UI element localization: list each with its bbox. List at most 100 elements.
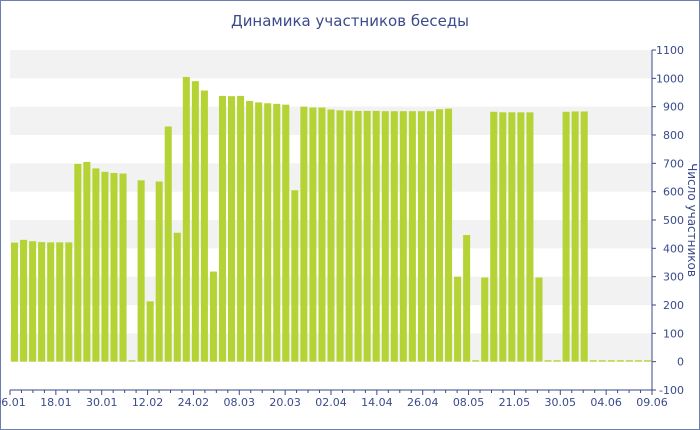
x-tick-label: 09.06 (636, 396, 668, 409)
bar (327, 109, 335, 362)
bar (454, 276, 462, 362)
x-tick-label: 24.02 (178, 396, 210, 409)
y-tick-label: 600 (663, 186, 684, 199)
bar (38, 242, 46, 362)
x-tick-label: 04.06 (590, 396, 622, 409)
bar (426, 111, 434, 362)
x-tick-label: 21.05 (499, 396, 531, 409)
x-tick-label: 30.01 (86, 396, 118, 409)
bar (399, 111, 407, 362)
y-tick-label: 1100 (656, 44, 684, 57)
x-tick-label: 20.03 (269, 396, 301, 409)
bar (417, 111, 425, 362)
bar (381, 111, 389, 362)
bar (20, 239, 28, 362)
bar (264, 103, 272, 362)
bar (237, 95, 245, 362)
bar (481, 277, 489, 362)
bar (146, 301, 154, 362)
bar (390, 111, 398, 362)
y-tick-label: -100 (659, 384, 684, 397)
bar (209, 271, 217, 362)
bar (616, 360, 624, 362)
bar (191, 81, 199, 362)
bar (634, 360, 642, 362)
bar (300, 106, 308, 362)
bar (110, 172, 118, 362)
bar (535, 277, 543, 362)
bar (83, 161, 91, 362)
bar (137, 180, 145, 362)
bar (408, 111, 416, 362)
x-tick-label: 26.04 (407, 396, 439, 409)
bar (571, 111, 579, 362)
bar (318, 107, 326, 362)
x-tick-label: 06.01 (0, 396, 26, 409)
bar (580, 111, 588, 362)
y-tick-label: 900 (663, 101, 684, 114)
bar (589, 360, 597, 362)
bar (128, 360, 136, 362)
grid-band (10, 50, 652, 79)
bar (463, 235, 471, 362)
x-tick-label: 08.05 (453, 396, 485, 409)
bar (173, 232, 181, 362)
bar (363, 110, 371, 362)
x-tick-label: 18.01 (40, 396, 72, 409)
bar (336, 110, 344, 362)
bar (200, 90, 208, 362)
bar (598, 360, 606, 362)
bar (445, 108, 453, 362)
chart-title: Динамика участников беседы (230, 12, 470, 30)
y-tick-label: 700 (663, 157, 684, 170)
bar (435, 109, 444, 362)
y-tick-label: 100 (663, 327, 684, 340)
bar (625, 360, 633, 362)
bar (372, 110, 380, 362)
y-tick-label: 400 (663, 242, 684, 255)
bar (56, 242, 64, 362)
bar (218, 95, 227, 362)
bar (517, 112, 525, 362)
x-tick-label: 08.03 (224, 396, 256, 409)
bar (607, 360, 615, 362)
y-tick-label: 500 (663, 214, 684, 227)
y-tick-label: 1000 (656, 72, 684, 85)
bar (164, 126, 172, 362)
bar (282, 104, 290, 362)
bar (508, 112, 516, 362)
bar (29, 241, 37, 362)
bar (119, 173, 127, 362)
bar (553, 360, 561, 362)
bar (74, 163, 82, 362)
bar (47, 242, 55, 362)
bar (255, 102, 263, 362)
bar (309, 107, 317, 362)
x-tick-label: 12.02 (132, 396, 164, 409)
bar (10, 242, 19, 362)
bar (246, 101, 254, 362)
bar (526, 112, 534, 362)
bar (101, 171, 109, 362)
y-tick-label: 0 (677, 356, 684, 369)
bar (472, 360, 480, 362)
bar (490, 111, 498, 362)
bar (228, 96, 236, 362)
bar (182, 76, 190, 362)
bar (155, 181, 163, 362)
bar (544, 360, 552, 362)
bar (354, 110, 362, 362)
y-tick-label: 200 (663, 299, 684, 312)
x-tick-label: 14.04 (361, 396, 393, 409)
bar (273, 103, 281, 362)
bar (499, 112, 507, 362)
y-tick-label: 800 (663, 129, 684, 142)
bar (562, 111, 570, 362)
bar (92, 168, 100, 362)
y-tick-label: 300 (663, 271, 684, 284)
bar (65, 242, 73, 362)
bar (291, 190, 299, 362)
x-tick-label: 30.05 (545, 396, 577, 409)
y-axis-label: Число участников (685, 163, 699, 277)
